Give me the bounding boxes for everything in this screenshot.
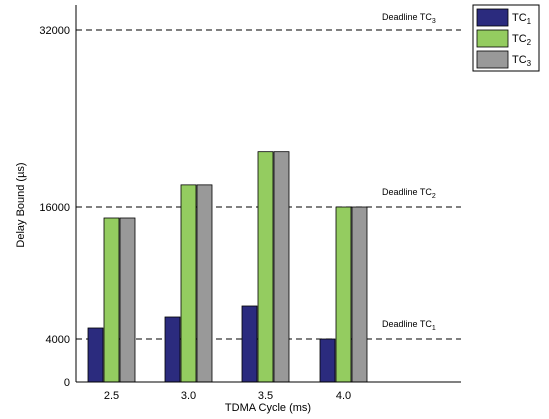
bar <box>257 151 274 383</box>
y-ticks: 0 4000 16000 32000 <box>39 25 80 389</box>
bar <box>103 217 120 383</box>
bar <box>319 338 336 383</box>
y-tick-label: 0 <box>64 377 70 389</box>
y-tick-label: 32000 <box>39 25 70 37</box>
legend-label: TC1 <box>512 12 532 26</box>
legend-label: TC3 <box>512 54 532 68</box>
bar <box>87 327 104 383</box>
bar <box>351 206 368 383</box>
legend-label: TC2 <box>512 33 532 47</box>
bar <box>119 217 136 383</box>
axes <box>75 5 461 383</box>
legend: TC1 TC2 TC3 <box>472 4 540 72</box>
bars <box>87 151 368 383</box>
x-tick-label: 3.0 <box>181 390 196 402</box>
deadline-label: Deadline TC1 <box>382 319 436 332</box>
legend-swatch <box>476 29 509 48</box>
y-tick-label: 16000 <box>39 202 70 214</box>
legend-swatch <box>476 8 509 27</box>
x-tick-label: 3.5 <box>258 390 273 402</box>
bar <box>164 316 181 383</box>
bar <box>335 206 352 383</box>
x-tick-label: 4.0 <box>336 390 351 402</box>
x-tick-label: 2.5 <box>104 390 119 402</box>
bar <box>180 184 197 383</box>
y-axis-label: Delay Bound (µs) <box>15 162 27 247</box>
bar <box>273 151 290 383</box>
deadline-label: Deadline TC2 <box>382 187 436 200</box>
y-tick-label: 4000 <box>46 334 70 346</box>
deadline-label: Deadline TC3 <box>382 12 436 25</box>
bar <box>196 184 213 383</box>
x-ticks: 2.5 3.0 3.5 4.0 <box>104 390 351 402</box>
legend-swatch <box>476 50 509 69</box>
bar <box>241 305 258 383</box>
x-axis-label: TDMA Cycle (ms) <box>225 402 311 414</box>
